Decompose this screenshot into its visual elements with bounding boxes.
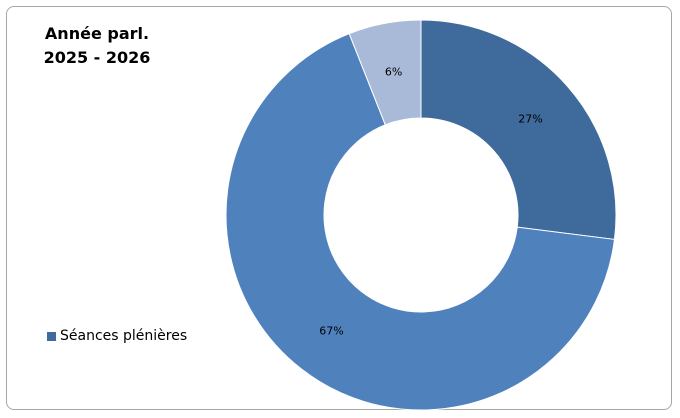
chart-title-line-2: 2025 - 2026 bbox=[43, 48, 151, 67]
slice-data-label-2: 67% bbox=[319, 324, 343, 337]
donut-slice-1 bbox=[420, 19, 617, 240]
legend-label: Séances plénières bbox=[60, 328, 188, 344]
donut-slice-2 bbox=[225, 33, 616, 411]
chart-title-line-1: Année parl. bbox=[44, 24, 150, 43]
slice-data-label-3: 6% bbox=[385, 66, 402, 79]
donut-slice-3 bbox=[348, 19, 422, 126]
legend: Séances plénières bbox=[47, 328, 187, 344]
legend-swatch bbox=[47, 331, 56, 341]
chart-title: Année parl. 2025 - 2026 bbox=[22, 22, 172, 70]
slice-data-label-1: 27% bbox=[518, 112, 542, 125]
